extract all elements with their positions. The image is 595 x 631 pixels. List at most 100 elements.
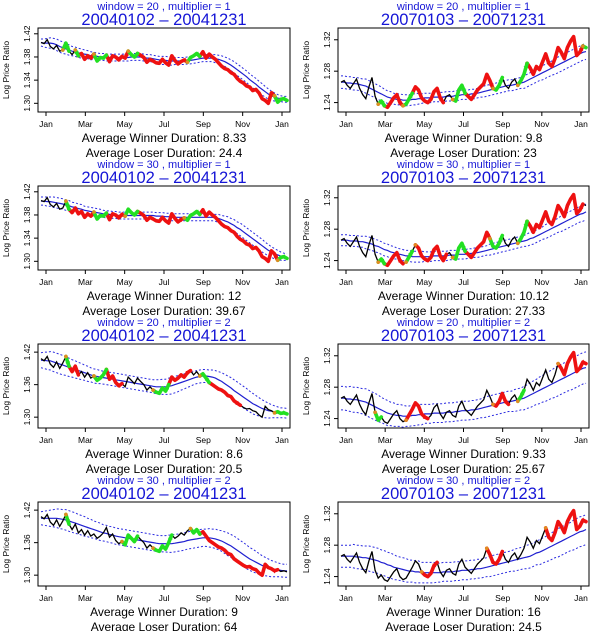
upper-band-line: [41, 196, 288, 255]
x-tick-label: Jan: [574, 119, 588, 129]
x-tick-label: Mar: [378, 435, 393, 445]
entry-marker: [198, 374, 202, 378]
winner-trade-segment-arrowhead: [376, 417, 382, 422]
x-tick-label: Mar: [378, 119, 393, 129]
y-tick-label: 1.34: [22, 230, 32, 247]
winner-trade-segment: [450, 83, 467, 103]
winner-trade-segment-arrowhead: [380, 100, 385, 106]
x-tick-label: Mar: [78, 435, 93, 445]
y-tick-label: 1.32: [322, 347, 332, 364]
winner-trade-segment-arrowhead: [164, 384, 169, 390]
x-tick-label: Jan: [275, 277, 289, 287]
winner-trade-segment-arrowhead: [461, 246, 466, 252]
y-tick-label: 1.28: [322, 63, 332, 80]
winner-duration-text: Average Winner Duration: 12: [87, 289, 242, 303]
winner-trade-segment: [515, 61, 529, 88]
chart-params: window = 30 , multiplier = 1: [96, 159, 230, 171]
x-tick-label: Sep: [196, 119, 211, 129]
loser-trade-segment: [198, 49, 277, 106]
loser-trade-segment: [198, 208, 280, 264]
upper-band-line: [40, 508, 287, 565]
winner-trade-segment-arrowhead: [132, 211, 138, 217]
winner-trade-segment-arrowhead: [523, 221, 529, 227]
loser-trade-segment-arrowhead: [581, 517, 586, 522]
chart-title: 20070103 – 20071231: [381, 169, 546, 187]
loser-trade-segment: [463, 72, 495, 102]
loser-trade-segment-arrowhead: [398, 258, 404, 264]
entry-marker: [556, 361, 560, 366]
y-axis-label: Log Price Ratio: [301, 41, 311, 99]
chart-params: window = 20 , multiplier = 1: [396, 1, 530, 13]
winner-trade-segment-arrowhead: [408, 251, 413, 257]
entry-marker: [484, 546, 489, 551]
loser-trade-segment: [104, 367, 124, 388]
entry-marker: [515, 241, 520, 246]
entry-marker: [151, 388, 155, 392]
x-tick-label: May: [416, 435, 433, 445]
chart-title: 20040102 – 20041231: [81, 327, 246, 345]
x-tick-label: Nov: [235, 435, 251, 445]
chart-title: 20040102 – 20041231: [81, 11, 246, 29]
entry-marker: [185, 60, 190, 64]
y-tick-label: 1.32: [322, 31, 332, 48]
entry-marker: [64, 199, 68, 203]
winner-duration-text: Average Winner Duration: 9: [90, 605, 238, 619]
entry-marker: [404, 418, 408, 422]
y-tick-label: 1.24: [322, 94, 332, 111]
winner-trade-segment-arrowhead: [519, 390, 525, 396]
x-tick-label: Sep: [196, 435, 211, 445]
loser-duration-text: Average Loser Duration: 27.33: [382, 304, 546, 318]
entry-marker: [151, 546, 155, 550]
x-tick-label: Jan: [574, 277, 588, 287]
entry-marker: [491, 402, 495, 407]
loser-duration-text: Average Loser Duration: 39.67: [82, 304, 246, 318]
entry-marker: [404, 260, 408, 264]
winner-trade-segment-arrowhead: [167, 535, 173, 541]
y-tick-label: 1.36: [22, 376, 32, 393]
chart-params: window = 20 , multiplier = 2: [396, 317, 530, 329]
winner-trade-segment: [515, 219, 529, 246]
winner-trade-segment-arrowhead: [133, 536, 138, 542]
winner-trade-segment-arrowhead: [102, 369, 107, 375]
x-tick-label: Mar: [78, 593, 93, 603]
y-axis-label: Log Price Ratio: [301, 515, 311, 573]
x-tick-label: Jan: [39, 593, 53, 603]
winner-trade-segment: [120, 533, 140, 547]
loser-trade-segment: [413, 243, 449, 263]
x-tick-label: Jul: [458, 119, 469, 129]
loser-trade-segment: [104, 49, 130, 64]
entry-marker: [491, 86, 495, 91]
x-tick-label: Nov: [235, 119, 251, 129]
x-tick-label: Nov: [534, 435, 550, 445]
x-tick-label: Jan: [275, 119, 289, 129]
winner-duration-text: Average Winner Duration: 8.33: [82, 131, 247, 145]
entry-marker: [64, 354, 68, 359]
x-tick-label: Jul: [159, 435, 170, 445]
x-tick-label: May: [117, 593, 134, 603]
winner-trade-segment-arrowhead: [101, 55, 107, 60]
x-tick-label: Jan: [339, 593, 353, 603]
loser-trade-segment-arrowhead: [74, 369, 80, 375]
x-tick-label: Jan: [39, 119, 53, 129]
moving-average-line: [341, 367, 587, 417]
loser-duration-text: Average Loser Duration: 20.5: [86, 462, 243, 476]
x-tick-label: May: [416, 119, 433, 129]
loser-trade-segment: [382, 250, 405, 268]
y-tick-label: 1.32: [322, 505, 332, 522]
plot-frame: [37, 343, 291, 429]
x-tick-label: Mar: [78, 277, 93, 287]
winner-duration-text: Average Winner Duration: 10.12: [378, 289, 550, 303]
winner-trade-segment-arrowhead: [498, 77, 503, 83]
x-tick-label: Jan: [339, 435, 353, 445]
loser-trade-segment: [491, 391, 511, 408]
x-tick-label: Sep: [495, 119, 510, 129]
x-tick-label: Jul: [159, 593, 170, 603]
entry-marker: [188, 526, 193, 531]
y-tick-label: 1.28: [322, 379, 332, 396]
x-tick-label: Mar: [378, 277, 393, 287]
